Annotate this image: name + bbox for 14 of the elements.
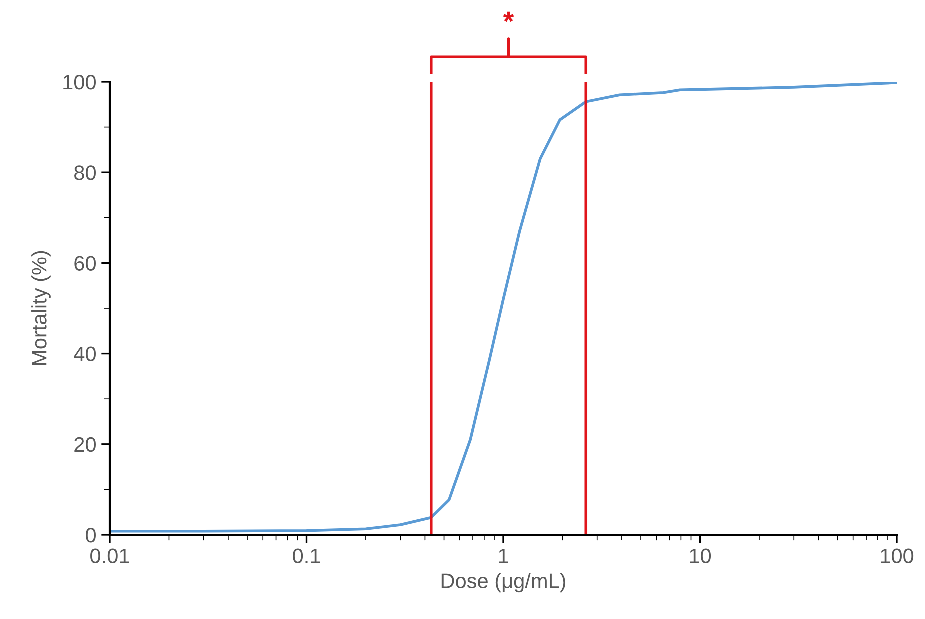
y-tick-label: 20	[74, 437, 96, 452]
x-tick-label: 0.01	[90, 548, 130, 564]
x-tick-label: 1	[499, 548, 508, 564]
y-tick-label: 40	[74, 346, 96, 362]
y-axis-title: Mortality (%)	[32, 251, 51, 366]
y-tick-label: 80	[74, 166, 96, 180]
y-tick-label: 60	[74, 256, 96, 271]
y-tick-label: 0	[86, 528, 96, 543]
x-tick-label: 10	[690, 548, 712, 564]
y-tick-label: 100	[64, 75, 96, 90]
text: *	[503, 12, 514, 22]
x-tick-label: 100	[881, 548, 914, 564]
x-tick-label: 0.1	[293, 548, 320, 564]
x-axis-title: Dose (μg/mL)	[442, 573, 566, 593]
